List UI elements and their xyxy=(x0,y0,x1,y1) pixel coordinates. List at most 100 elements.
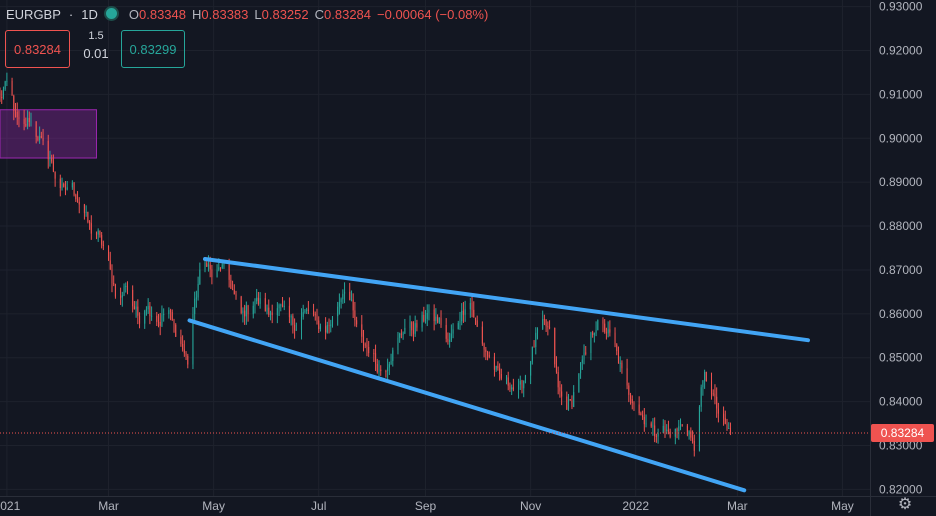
candle-body xyxy=(545,319,547,327)
candle-body xyxy=(628,385,630,395)
candle-body xyxy=(314,314,316,316)
candle-body xyxy=(66,187,68,190)
price-axis-label: 0.93000 xyxy=(879,0,923,14)
candle-body xyxy=(445,325,447,339)
candle-body xyxy=(344,291,346,294)
candle-body xyxy=(573,392,575,408)
candle-body xyxy=(412,330,414,334)
candle-body xyxy=(518,384,520,390)
candle-body xyxy=(147,305,149,310)
candle-body xyxy=(157,321,160,323)
candle-body xyxy=(269,312,272,315)
candle-body xyxy=(294,324,296,331)
candle-body xyxy=(400,333,402,335)
candle-body xyxy=(132,289,134,307)
candle-body xyxy=(85,211,87,213)
candle-body xyxy=(192,313,194,365)
candle-body xyxy=(182,343,184,350)
candle-body xyxy=(123,286,125,296)
candle-body xyxy=(108,245,110,261)
low-label: L xyxy=(254,7,262,22)
candle-body xyxy=(245,305,247,317)
legend-separator: · xyxy=(68,7,74,22)
candle-body xyxy=(530,361,532,376)
candle-body xyxy=(531,346,533,362)
candle-body xyxy=(561,391,563,397)
candle-body xyxy=(497,365,499,369)
candle-body xyxy=(207,264,209,267)
candle-body xyxy=(388,364,390,368)
candle-body xyxy=(135,306,137,310)
sell-button[interactable]: 0.83284 xyxy=(5,30,70,68)
candle-body xyxy=(712,393,714,395)
open-label: O xyxy=(128,7,139,22)
candle-body xyxy=(619,362,621,364)
time-axis-label: 2021 xyxy=(0,499,21,513)
candle-body xyxy=(233,290,235,295)
candle-body xyxy=(519,380,521,385)
interval-label[interactable]: 1D xyxy=(81,7,98,22)
candle-body xyxy=(161,314,163,326)
candle-body xyxy=(614,332,616,345)
candle-body xyxy=(481,326,483,344)
symbol-name[interactable]: EURGBP xyxy=(6,7,61,22)
candle-body xyxy=(428,309,430,313)
candle-body xyxy=(171,312,173,321)
candle-body xyxy=(728,428,730,430)
candle-body xyxy=(283,305,285,307)
candle-body xyxy=(290,316,292,318)
time-axis-label: Jul xyxy=(311,499,326,513)
candle-body xyxy=(495,365,497,370)
candle-body xyxy=(488,355,490,357)
candle-body xyxy=(542,319,544,329)
candle-body xyxy=(524,375,526,381)
candle-body xyxy=(702,380,704,388)
settings-gear-icon[interactable]: ⚙ xyxy=(897,496,913,513)
candle-body xyxy=(717,408,719,414)
upper-trendline xyxy=(203,256,810,343)
candle-body xyxy=(356,320,358,325)
candle-body xyxy=(676,428,678,431)
candle-body xyxy=(14,110,17,112)
candle-body xyxy=(607,329,609,334)
candle-body xyxy=(662,425,664,433)
candle-body xyxy=(536,328,539,333)
candle-body xyxy=(295,329,297,331)
candle-body xyxy=(113,283,115,285)
candle-body xyxy=(505,377,508,379)
candle-body xyxy=(302,312,304,317)
candle-body xyxy=(580,362,582,374)
candle-body xyxy=(688,431,690,435)
candle-body xyxy=(464,309,466,315)
candle-body xyxy=(567,399,570,410)
candle-body xyxy=(450,333,452,340)
candle-body xyxy=(306,309,308,311)
candle-body xyxy=(626,368,628,386)
candle-body xyxy=(120,296,122,298)
candle-body xyxy=(700,387,702,407)
candle-body xyxy=(266,307,268,312)
candle-body xyxy=(144,311,146,324)
open-value: 0.83348 xyxy=(139,7,186,22)
candle-body xyxy=(316,314,318,321)
candle-body xyxy=(71,182,73,188)
candle-body xyxy=(111,269,113,284)
candle-body xyxy=(693,440,695,451)
candle-body xyxy=(326,324,328,333)
candle-body xyxy=(581,359,583,363)
candle-body xyxy=(426,312,428,319)
candle-body xyxy=(437,316,439,323)
symbol-legend: EURGBP · 1D O0.83348 H0.83383 L0.83252 C0.8328… xyxy=(6,6,494,22)
candle-body xyxy=(280,304,282,306)
candle-body xyxy=(30,121,32,123)
low-value: 0.83252 xyxy=(261,7,309,22)
candle-body xyxy=(678,426,680,431)
candle-body xyxy=(139,315,141,324)
candle-body xyxy=(602,320,604,324)
candle-body xyxy=(590,332,592,354)
candle-body xyxy=(313,310,315,315)
candle-body xyxy=(473,309,475,318)
buy-button[interactable]: 0.83299 xyxy=(121,30,185,68)
candle-body xyxy=(101,235,103,245)
